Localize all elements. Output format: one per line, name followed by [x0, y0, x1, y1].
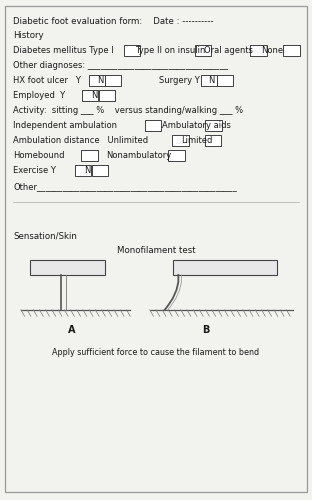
Text: Independent ambulation: Independent ambulation: [13, 121, 117, 130]
Text: A: A: [67, 325, 75, 335]
Bar: [251, 45, 266, 56]
Text: Ambulation distance   Unlimited: Ambulation distance Unlimited: [13, 136, 148, 145]
Text: Homebound: Homebound: [13, 151, 65, 160]
Text: Other_______________________________________________: Other___________________________________…: [13, 182, 237, 190]
Text: N: N: [97, 76, 103, 85]
Bar: [205, 120, 222, 131]
Text: Monofilament test: Monofilament test: [117, 246, 195, 256]
Text: N: N: [84, 166, 90, 174]
Bar: [173, 135, 189, 146]
Text: Diabetes mellitus Type I: Diabetes mellitus Type I: [13, 46, 114, 55]
Bar: [99, 90, 115, 101]
Bar: [283, 45, 300, 56]
Bar: [82, 90, 98, 101]
Bar: [81, 150, 98, 160]
Text: Nonambulatory: Nonambulatory: [106, 151, 172, 160]
Text: Activity:  sitting ___ %    versus standing/walking ___ %: Activity: sitting ___ % versus standing/…: [13, 106, 243, 115]
Text: Surgery Y: Surgery Y: [159, 76, 200, 85]
Bar: [30, 260, 105, 275]
Bar: [201, 75, 217, 86]
Bar: [217, 75, 233, 86]
Text: History: History: [13, 31, 44, 40]
Bar: [124, 45, 140, 56]
Bar: [92, 164, 108, 175]
Bar: [105, 75, 121, 86]
Text: N: N: [208, 76, 215, 85]
Bar: [89, 75, 105, 86]
Text: Apply sufficient force to cause the filament to bend: Apply sufficient force to cause the fila…: [52, 348, 260, 356]
Bar: [168, 150, 185, 160]
Text: N: N: [91, 91, 97, 100]
Text: Limited: Limited: [181, 136, 212, 145]
Text: Exercise Y: Exercise Y: [13, 166, 56, 174]
Bar: [75, 164, 91, 175]
Text: B: B: [202, 325, 210, 335]
Text: Employed  Y: Employed Y: [13, 91, 65, 100]
Bar: [173, 260, 277, 275]
Text: Type II on insulin: Type II on insulin: [135, 46, 205, 55]
Text: Oral agents: Oral agents: [204, 46, 253, 55]
Text: Ambulatory aids: Ambulatory aids: [162, 121, 231, 130]
Bar: [195, 45, 211, 56]
Text: Sensation/Skin: Sensation/Skin: [13, 232, 77, 240]
Text: Diabetic foot evaluation form:    Date : ----------: Diabetic foot evaluation form: Date : --…: [13, 17, 214, 26]
Text: Other diagnoses: _________________________________: Other diagnoses: _______________________…: [13, 61, 228, 70]
Text: None: None: [261, 46, 284, 55]
Bar: [144, 120, 161, 131]
Bar: [205, 135, 221, 146]
Text: HX foot ulcer   Y: HX foot ulcer Y: [13, 76, 81, 85]
